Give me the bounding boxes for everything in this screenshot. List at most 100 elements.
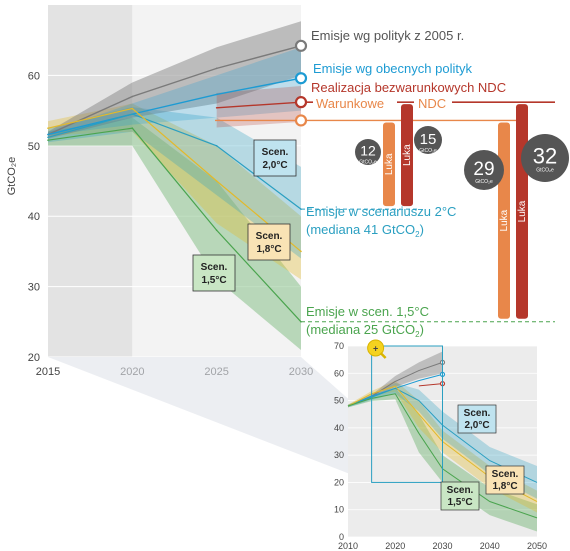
inset-scenario-box-2c [457,404,497,434]
label-ndc-unconditional: Realizacja bezwarunkowych NDC [311,80,506,95]
y-tick-label: 30 [28,282,40,294]
x-tick-label: 2015 [36,366,60,378]
inset-scenario-box-18c-value: 1,8°C [492,481,517,492]
inset-scenario-box-15c-title: Scen. [447,485,474,496]
end-marker-current [294,72,308,85]
inset-x-tick-label: 2020 [385,541,405,551]
point-scen-1-8-c-2020 [131,107,134,110]
inset-y-tick-label: 30 [334,450,344,460]
inset-y-tick-label: 0 [339,532,344,542]
point-scen-2-0-c-2020 [131,113,134,115]
point-scen-1-5-c-2025 [215,229,218,232]
point-scen-1-8-c-2025 [215,180,218,182]
point-realizacja-bezwarunkowych-ndc-2025 [215,106,218,109]
inset-zoom-window [371,345,443,483]
label-scenario-15c: Emisje w scen. 1,5°C [306,304,429,319]
gap-bubble-15-unit: GtCO₂e [419,148,437,154]
y-tick-label: 60 [28,70,40,82]
scenario-box-18c-title: Scen. [256,231,283,242]
inset-scenario-box-2c-value: 2,0°C [464,420,489,431]
gap-bubble-12 [355,139,381,165]
zoom-magnifier-plus: + [373,344,378,354]
inset-y-tick-label: 50 [334,396,344,406]
end-marker-ndc-unconditional [294,96,308,109]
gap-bar-unconditional-2c [401,104,413,207]
line-scen-1-8-c [47,107,302,252]
inset-band-2005 [348,351,443,407]
band-emisje-wg-polityk-z-2005-r [48,21,301,139]
zoom-magnifier-icon [367,339,385,357]
gap-bar-conditional-2c-label: Luka [384,153,395,175]
label-bg-conditional [313,95,397,112]
inset-scenario-box-15c-value: 1,5°C [447,497,472,508]
gap-bar-unconditional-2c-label: Luka [402,144,413,166]
point-emisje-wg-obecnych-polityk-2025 [215,93,218,96]
label-scenario-15c-median: (mediana 25 GtCO2) [306,322,424,339]
inset-scenario-box-18c-title: Scen. [492,469,519,480]
label-2005-policies: Emisje wg polityk z 2005 r. [311,28,464,43]
inset-x-tick-label: 2030 [432,541,452,551]
band-scen-1-8-c [48,103,301,280]
scenario-box-2c-value: 2,0°C [262,160,287,171]
inset-y-tick-label: 20 [334,477,344,487]
inset-scenario-box-2c-title: Scen. [464,408,491,419]
scenario-box-18c [247,223,291,261]
scenario-box-15c [192,254,236,292]
inset-y-tick-label: 70 [334,341,344,351]
line-scen-2-0-c [47,113,302,210]
point-emisje-wg-polityk-z-2005-r-2025 [215,67,218,70]
label-current-policies: Emisje wg obecnych polityk [313,61,472,76]
point-emisje-wg-polityk-z-2005-r-2020 [131,95,134,98]
label-ndc-conditional-suffix: NDC [418,96,446,111]
gap-bubble-32-unit: GtCO₂e [536,168,554,174]
band-realizacja-bezwarunkowych-ndc [216,85,301,128]
end-marker-ndc-conditional [294,114,308,127]
point-scen-2-0-c-2015 [47,136,49,139]
historical-shaded-region [48,5,133,357]
point-scen-1-5-c-2015 [47,139,49,141]
inset-scenario-box-18c [485,465,525,495]
inset-x-tick-label: 2040 [480,541,500,551]
gap-bubble-29-value: 29 [473,159,494,180]
y-tick-label: 40 [28,211,40,223]
band-scen-2-0-c [48,107,301,259]
gap-bubble-29-unit: GtCO₂e [475,179,493,185]
inset-line-realizacja-bezwarunkowych-ndc [418,383,443,387]
gap-bubble-15 [414,126,442,154]
inset-y-tick-label: 10 [334,505,344,515]
line-scen-1-5-c [47,127,302,323]
inset-y-tick-label: 60 [334,368,344,378]
line-emisje-wg-obecnych-polityk [47,77,302,136]
scenario-box-15c-title: Scen. [201,262,228,273]
gap-bubble-12-value: 12 [360,143,376,159]
inset-x-tick-label: 2050 [527,541,547,551]
scenario-box-2c [253,139,297,177]
point-scen-2-0-c-2025 [215,145,218,147]
gap-bar-conditional-15c-label: Luka [499,209,510,231]
label-scenario-2c-median: (mediana 41 GtCO2) [306,222,424,239]
gap-bar-unconditional-15c-label: Luka [517,200,528,222]
scenario-box-18c-value: 1,8°C [256,244,281,255]
scenario-box-2c-title: Scen. [262,147,289,158]
inset-x-tick-label: 2010 [338,541,358,551]
label-bg-ndc [414,95,452,112]
gap-bubble-12-unit: GtCO₂e [359,160,377,166]
point-scen-1-8-c-2015 [47,127,49,129]
scenario-box-15c-value: 1,5°C [201,275,226,286]
inset-scenario-box-15c [440,481,480,511]
line-emisje-wg-polityk-z-2005-r [47,45,302,136]
gap-bubble-29 [464,150,504,190]
point-scen-1-8-c-2030 [300,250,302,253]
gap-bubble-32 [521,134,569,182]
y-axis-title: GtCO₂e [6,157,18,196]
zoom-connector [48,357,443,483]
point-scen-1-5-c-2020 [131,127,134,129]
gap-bar-conditional-2c [383,122,395,207]
gap-bubble-15-value: 15 [420,131,437,148]
y-tick-label: 50 [28,141,40,153]
zoom-magnifier-handle [379,352,387,359]
label-scenario-2c: Emisje w scenariuszu 2°C [306,204,456,219]
label-ndc-conditional: Warunkowe [316,96,384,111]
gap-bubble-32-value: 32 [533,144,557,169]
